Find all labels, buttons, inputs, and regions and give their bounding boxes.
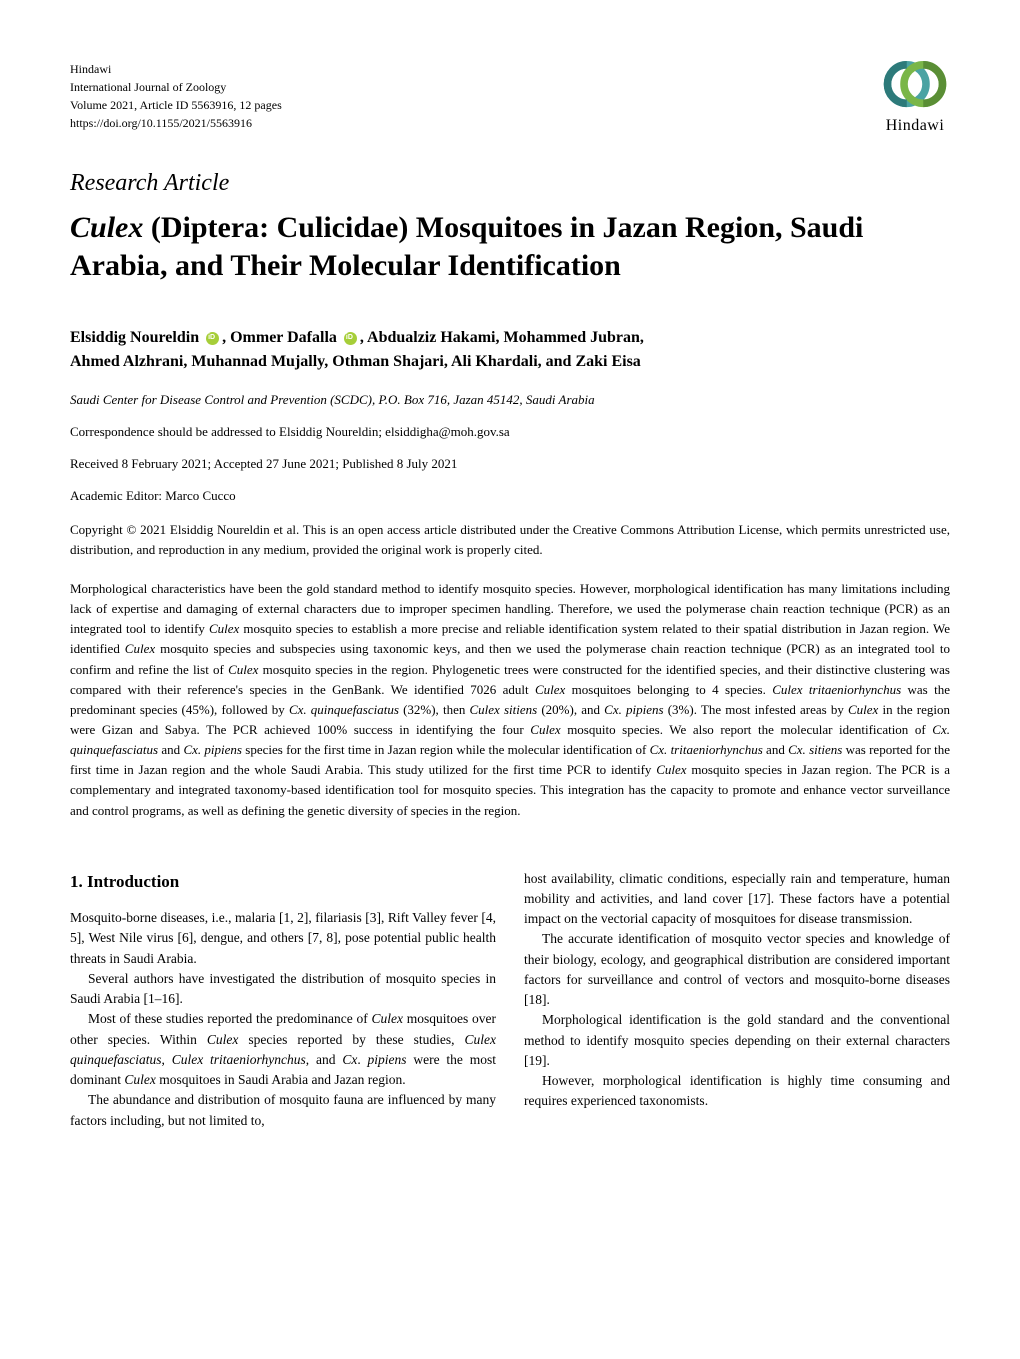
paragraph: The accurate identification of mosquito … bbox=[524, 929, 950, 1010]
section-heading: 1. Introduction bbox=[70, 869, 496, 895]
paragraph: Morphological identification is the gold… bbox=[524, 1010, 950, 1071]
orcid-icon bbox=[344, 332, 357, 345]
affiliation: Saudi Center for Disease Control and Pre… bbox=[70, 392, 950, 408]
author-name: Elsiddig Noureldin bbox=[70, 329, 199, 346]
article-title: Culex (Diptera: Culicidae) Mosquitoes in… bbox=[70, 209, 950, 284]
paragraph: host availability, climatic conditions, … bbox=[524, 869, 950, 930]
volume-info: Volume 2021, Article ID 5563916, 12 page… bbox=[70, 96, 282, 114]
paragraph: The abundance and distribution of mosqui… bbox=[70, 1090, 496, 1131]
correspondence: Correspondence should be addressed to El… bbox=[70, 424, 950, 440]
title-italic-prefix: Culex bbox=[70, 211, 143, 244]
abstract: Morphological characteristics have been … bbox=[70, 579, 950, 821]
author-names: , Abdualziz Hakami, Mohammed Jubran, bbox=[360, 329, 644, 346]
academic-editor: Academic Editor: Marco Cucco bbox=[70, 488, 950, 504]
author-names: Ahmed Alzhrani, Muhannad Mujally, Othman… bbox=[70, 353, 641, 370]
article-type: Research Article bbox=[70, 170, 950, 197]
paragraph: Mosquito-borne diseases, i.e., malaria [… bbox=[70, 908, 496, 969]
doi-link: https://doi.org/10.1155/2021/5563916 bbox=[70, 114, 282, 132]
header-row: Hindawi International Journal of Zoology… bbox=[70, 60, 950, 135]
left-column: 1. Introduction Mosquito-borne diseases,… bbox=[70, 869, 496, 1131]
paragraph: However, morphological identification is… bbox=[524, 1071, 950, 1112]
paragraph: Most of these studies reported the predo… bbox=[70, 1009, 496, 1090]
journal-name: International Journal of Zoology bbox=[70, 78, 282, 96]
copyright-notice: Copyright © 2021 Elsiddig Noureldin et a… bbox=[70, 520, 950, 559]
orcid-icon bbox=[206, 332, 219, 345]
right-column: host availability, climatic conditions, … bbox=[524, 869, 950, 1131]
hindawi-logo-text: Hindawi bbox=[886, 117, 945, 135]
authors-block: Elsiddig Noureldin , Ommer Dafalla , Abd… bbox=[70, 326, 950, 374]
publication-info: Hindawi International Journal of Zoology… bbox=[70, 60, 282, 132]
publisher-name: Hindawi bbox=[70, 60, 282, 78]
publication-dates: Received 8 February 2021; Accepted 27 Ju… bbox=[70, 456, 950, 472]
hindawi-logo-icon bbox=[880, 60, 950, 115]
paragraph: Several authors have investigated the di… bbox=[70, 969, 496, 1010]
body-columns: 1. Introduction Mosquito-borne diseases,… bbox=[70, 869, 950, 1131]
hindawi-logo: Hindawi bbox=[880, 60, 950, 135]
title-rest: (Diptera: Culicidae) Mosquitoes in Jazan… bbox=[70, 211, 863, 282]
author-name: , Ommer Dafalla bbox=[222, 329, 337, 346]
